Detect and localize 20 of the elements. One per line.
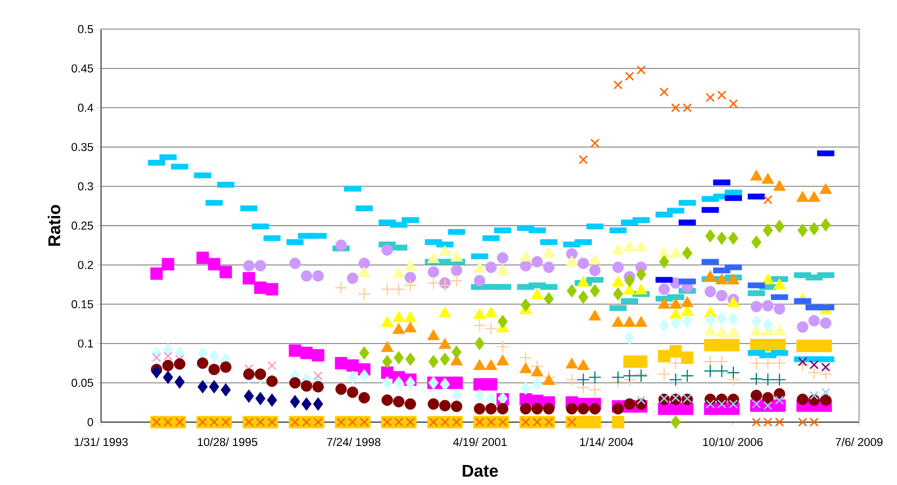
y-tick-label: 0.2 [78, 260, 93, 269]
x-tick-label: 1/14/ 2004 [580, 438, 634, 446]
y-tick-label: 0.25 [72, 222, 94, 230]
x-tick-label: 4/19/ 2001 [453, 438, 507, 446]
y-axis-title: Ratio [48, 205, 60, 246]
x-tick-label: 10/10/ 2006 [703, 438, 763, 446]
y-tick-label: 0.4 [78, 104, 94, 112]
x-tick-label: 7/6/ 2009 [836, 438, 882, 446]
y-tick-label: 0.45 [72, 64, 94, 72]
x-tick-label: 1/31/ 1993 [74, 438, 128, 446]
y-tick-label: 0.1 [78, 339, 93, 348]
x-tick-label: 7/24/ 1998 [327, 438, 380, 446]
x-tick-label: 10/28/ 1995 [198, 438, 258, 446]
y-tick-label: 0.35 [72, 142, 94, 152]
y-tick-label: 0 [88, 418, 94, 426]
y-tick-label: 0.05 [72, 378, 94, 387]
x-axis-title: Date [462, 464, 498, 477]
y-tick-label: 0.15 [72, 300, 94, 308]
y-tick-label: 0.3 [78, 182, 94, 190]
y-tick-label: 0.5 [78, 25, 94, 34]
